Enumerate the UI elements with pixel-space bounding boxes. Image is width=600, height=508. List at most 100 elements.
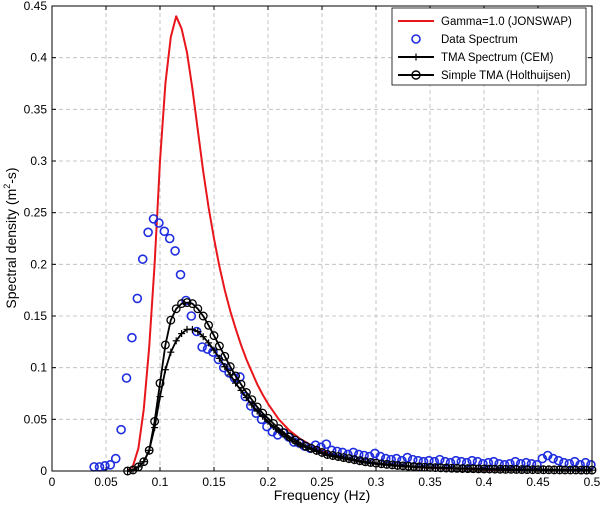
data-point-circle xyxy=(198,311,208,321)
data-point-circle xyxy=(575,459,585,470)
y-axis-label-superscript: 2 xyxy=(2,184,12,189)
data-point-circle xyxy=(349,455,359,465)
data-point-circle xyxy=(353,449,364,460)
x-tick-label: 0.45 xyxy=(526,475,550,489)
data-point-circle xyxy=(204,320,214,330)
data-point-circle xyxy=(436,463,446,473)
data-point-circle xyxy=(544,465,554,475)
data-point-circle xyxy=(463,464,473,474)
y-axis-label-suffix: -s) xyxy=(3,167,19,183)
data-point-circle xyxy=(565,465,575,475)
data-point-circle xyxy=(110,453,121,464)
data-point-circle xyxy=(177,299,187,309)
y-tick-label: 0.3 xyxy=(30,154,47,168)
data-point-circle xyxy=(515,458,526,469)
data-point-circle xyxy=(549,465,559,475)
legend-label: Gamma=1.0 (JONSWAP) xyxy=(441,16,572,28)
data-point-circle xyxy=(333,452,343,461)
data-point-circle xyxy=(528,465,538,475)
data-point-circle xyxy=(456,456,467,467)
data-point-circle xyxy=(505,458,515,469)
data-point-circle xyxy=(209,331,219,341)
y-tick-label: 0 xyxy=(40,464,47,478)
data-point-circle xyxy=(231,371,241,381)
y-tick-label: 0.1 xyxy=(30,361,47,375)
data-point-circle xyxy=(339,453,349,463)
data-point-circle xyxy=(586,459,596,470)
data-point-circle xyxy=(187,299,197,309)
data-point-circle xyxy=(170,246,180,256)
data-point-circle xyxy=(382,459,392,469)
data-point-circle xyxy=(393,460,403,470)
data-point-circle xyxy=(328,451,338,460)
legend-marker xyxy=(411,34,421,44)
data-point-circle xyxy=(166,315,176,325)
x-tick-label: 0.3 xyxy=(368,475,385,489)
data-point-circle xyxy=(457,464,467,473)
data-point-circle xyxy=(241,388,251,397)
data-point-circle xyxy=(321,439,332,449)
data-point-circle xyxy=(468,464,478,474)
data-point-circle xyxy=(317,447,327,457)
data-point-circle xyxy=(376,459,386,469)
y-tick-label: 0.2 xyxy=(30,257,47,271)
data-point-circle xyxy=(344,454,354,464)
y-axis-label: Spectral density (m2-s) xyxy=(2,167,19,308)
data-point-circle xyxy=(483,457,494,468)
y-tick-label: 0.45 xyxy=(24,0,48,13)
data-point-circle xyxy=(159,226,170,237)
data-point-circle xyxy=(116,424,126,435)
data-point-circle xyxy=(245,401,256,411)
data-point-circle xyxy=(538,465,548,475)
data-series xyxy=(89,15,597,476)
axis-ticks: 0 0.05 0.1 0.15 0.2 0.25 0.3 0.35 0.4 0.45 0.5 0 0.0… xyxy=(24,0,600,489)
legend-entry: Data Spectrum xyxy=(411,34,518,46)
data-point-circle xyxy=(312,445,322,455)
data-point-circle xyxy=(501,464,511,474)
x-tick-label: 0.35 xyxy=(418,475,442,489)
data-point-circle xyxy=(461,457,472,468)
y-tick-label: 0.25 xyxy=(24,206,48,220)
legend-entry: TMA Spectrum (CEM) xyxy=(398,52,554,64)
data-point-circle xyxy=(495,464,505,474)
data-point-circle xyxy=(137,254,148,264)
data-point-circle xyxy=(533,465,543,475)
legend-label: Data Spectrum xyxy=(441,34,518,46)
y-tick-label: 0.15 xyxy=(24,309,48,323)
x-axis-label: Frequency (Hz) xyxy=(274,487,370,503)
data-point-circle xyxy=(268,419,278,428)
data-point-circle xyxy=(306,443,316,453)
legend: Gamma=1.0 (JONSWAP) Data Spectrum TMA Spec… xyxy=(391,7,587,86)
data-point-circle xyxy=(252,402,262,412)
data-point-circle xyxy=(143,227,153,238)
data-point-circle xyxy=(452,463,462,473)
data-point-circle xyxy=(175,269,186,280)
data-point-circle xyxy=(522,465,532,475)
data-point-circle xyxy=(474,464,484,474)
y-tick-label: 0.4 xyxy=(30,51,47,65)
data-point-circle xyxy=(479,464,489,474)
data-point-circle xyxy=(402,452,413,463)
data-point-circle xyxy=(548,453,558,464)
legend-marker xyxy=(411,70,421,80)
data-point-circle xyxy=(555,465,565,475)
data-point-circle xyxy=(484,464,494,474)
data-point-circle xyxy=(220,351,230,361)
y-tick-label: 0.05 xyxy=(24,412,48,426)
data-point-circle xyxy=(387,460,397,470)
legend-label: Simple TMA (Holthuijsen) xyxy=(441,70,571,82)
x-tick-label: 0 xyxy=(49,475,56,489)
data-point-circle xyxy=(490,464,500,474)
data-point-circle xyxy=(576,465,586,475)
data-point-circle xyxy=(236,379,246,389)
series-3 xyxy=(123,298,597,476)
data-point-circle xyxy=(144,445,154,455)
data-point-circle xyxy=(366,457,376,467)
x-tick-label: 0.1 xyxy=(152,475,169,489)
data-point-circle xyxy=(582,465,592,475)
data-point-circle xyxy=(429,456,440,467)
data-point-circle xyxy=(440,456,450,467)
data-point-circle xyxy=(409,462,419,472)
data-point-circle xyxy=(424,455,434,466)
